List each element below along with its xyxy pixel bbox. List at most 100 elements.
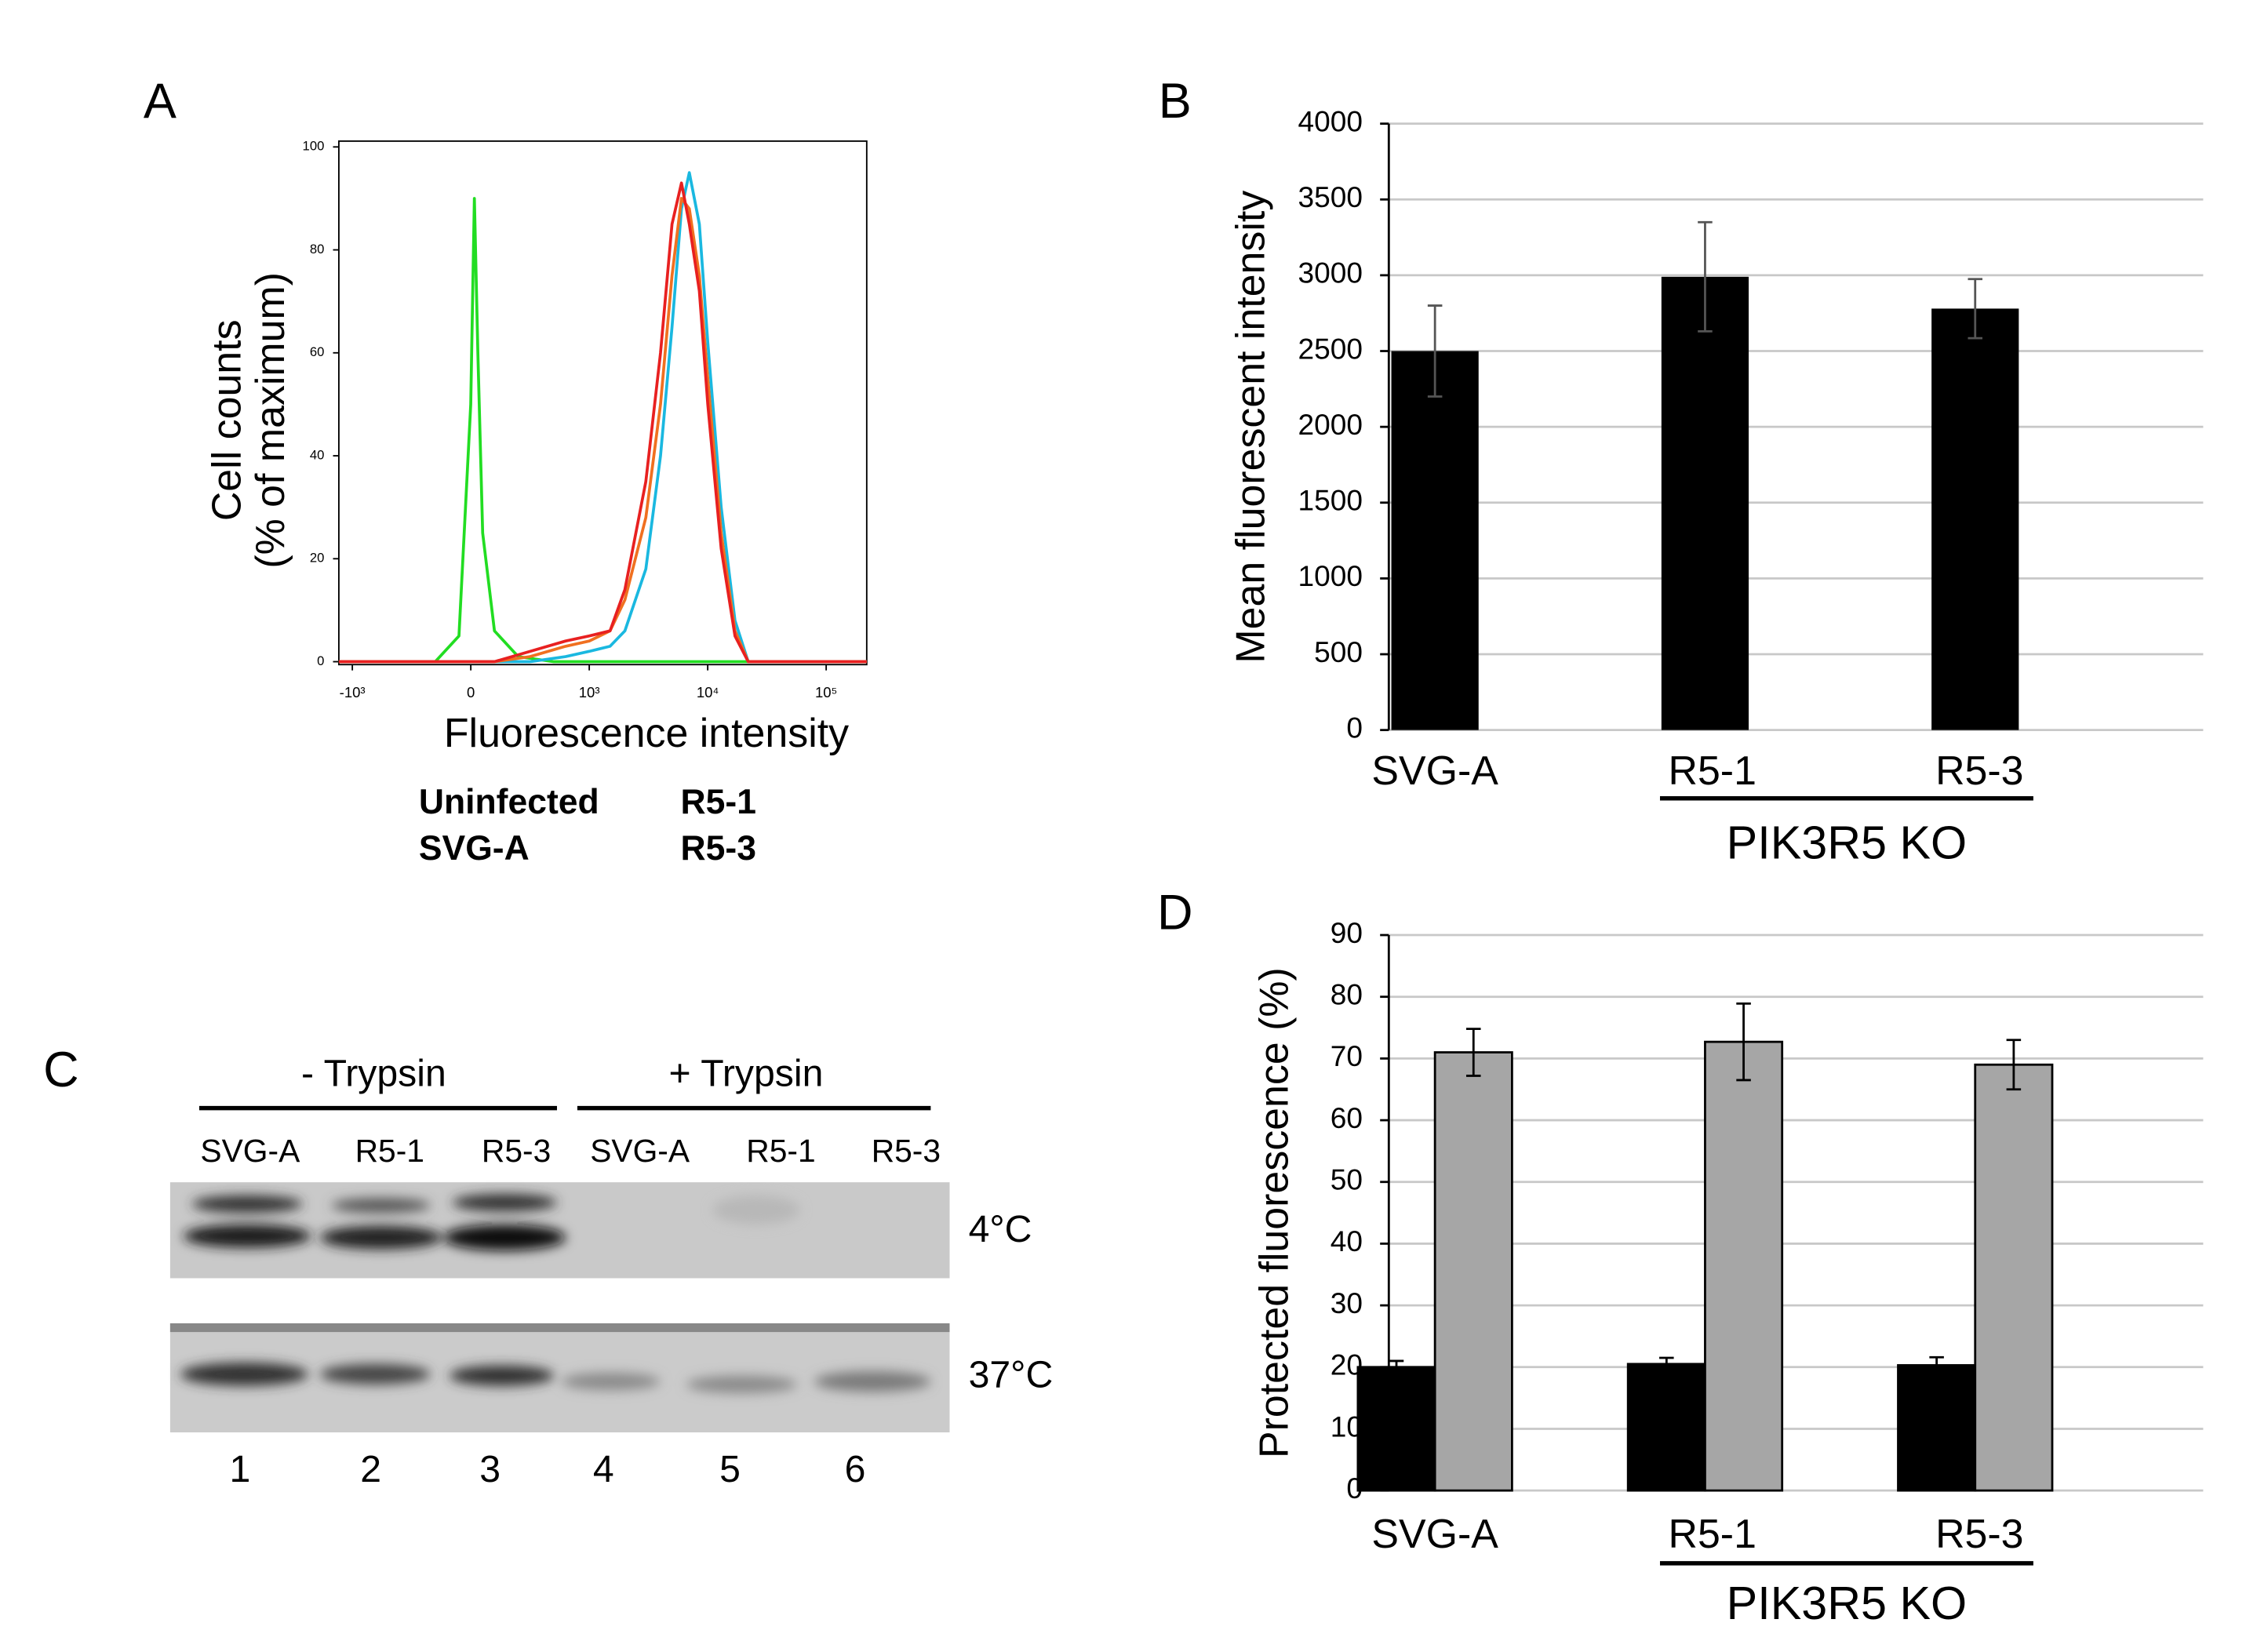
x-axis-label: Fluorescence intensity [444,710,849,755]
lane-number: 2 [360,1448,381,1490]
y-tick-label: 1500 [1298,484,1362,517]
lane-number: 1 [229,1448,250,1490]
blot-edge [169,1323,950,1333]
y-tick-label: 60 [1331,1101,1363,1134]
error-bar [1465,1028,1481,1077]
y-tick-label: 3500 [1298,180,1362,213]
x-tick-label: SVG-A [1371,748,1498,793]
legend-label: SVG-A [419,829,530,868]
x-tick-label: R5-3 [1935,1511,2023,1556]
band [686,1375,797,1393]
lane-label: R5-3 [482,1133,551,1169]
lane-label: SVG-A [590,1133,690,1169]
y-tick-label: 100 [303,139,325,154]
panel-label: C [43,1043,79,1097]
x-tick-label: -10³ [340,684,366,700]
band [449,1365,555,1386]
y-tick-label: 500 [1314,635,1363,668]
blot-panel: C - Trypsin + Trypsin SVG-A R5-1 R5-3 SV… [43,1043,1053,1490]
y-tick-label: 50 [1331,1163,1363,1196]
group-label: PIK3R5 KO [1727,1577,1968,1629]
lane-label: R5-3 [872,1133,941,1169]
bands [183,1193,800,1251]
bar [1626,1363,1706,1492]
panel-label: A [144,74,177,129]
x-tick-label: 10⁵ [815,684,837,700]
lane-number: 6 [845,1448,866,1490]
x-tick-label: R5-3 [1935,748,2023,793]
y-tick-label: 30 [1331,1286,1363,1319]
y-axis-label: Mean fluorescent intensity [1228,191,1273,664]
lane-label: R5-1 [746,1133,815,1169]
y-axis-label: Protected fluorescence (%) [1250,967,1296,1458]
band [443,1224,566,1251]
band [180,1363,308,1386]
x-tick-label: 0 [467,684,475,700]
lane-number: 3 [479,1448,501,1490]
y-tick-label: 3000 [1298,257,1362,289]
error-bar [2006,1039,2022,1091]
legend-label: R5-3 [681,829,756,868]
bands [180,1363,931,1393]
y-tick-label: 0 [1346,711,1363,744]
band [331,1198,431,1214]
x-tick-label: R5-1 [1668,1511,1756,1556]
x-tick-label: 10³ [579,684,600,700]
bar [1704,1040,1784,1492]
y-tick-label: 90 [1331,916,1363,949]
lane-label: SVG-A [200,1133,300,1169]
error-bar [1389,1359,1404,1375]
panel-label: B [1159,74,1192,129]
y-tick-label: 40 [310,447,325,462]
y-tick-label: 60 [310,344,325,359]
x-tick-label: 10⁴ [697,684,719,700]
bar [1661,276,1749,730]
y-tick-label: 2000 [1298,408,1362,441]
x-tick-label: SVG-A [1371,1511,1498,1556]
error-bar [1698,220,1713,333]
band [191,1195,303,1214]
error-bar [1736,1002,1751,1082]
y-tick-label: 4000 [1298,104,1362,137]
error-bar [1929,1355,1944,1375]
row-label: 37°C [969,1353,1054,1395]
bar [1433,1051,1513,1492]
y-tick-label: 20 [310,551,325,566]
y-axis-label: Cell counts [204,319,249,521]
bar [1931,308,2019,730]
series-line [338,197,867,664]
row-label: 4°C [969,1208,1032,1250]
panel-label: D [1157,886,1193,941]
bar [1897,1364,1977,1492]
y-tick-label: 80 [310,242,325,257]
y-tick-label: 2500 [1298,332,1362,365]
bar [1356,1366,1436,1492]
band [183,1224,311,1248]
y-tick-label: 40 [1331,1224,1363,1257]
band [814,1371,931,1392]
y-tick-label: 1000 [1298,559,1362,592]
band [319,1363,431,1385]
lane-label: R5-1 [355,1133,424,1169]
band [319,1225,442,1250]
group-label: PIK3R5 KO [1727,817,1968,869]
lane-number: 4 [593,1448,614,1490]
band [452,1193,557,1212]
error-bar [1659,1356,1674,1372]
y-tick-label: 0 [317,653,324,668]
group-label: - Trypsin [301,1053,446,1095]
band [561,1373,661,1391]
legend-label: R5-1 [681,783,756,821]
y-axis-label: (% of maximum) [247,272,293,569]
error-bar [1427,304,1443,398]
legend-label: Uninfected [419,783,599,821]
error-bar [1968,278,1983,340]
plot-frame [337,140,868,666]
group-label: + Trypsin [669,1053,824,1095]
bar [1391,351,1479,730]
y-tick-label: 70 [1331,1039,1363,1072]
y-tick-label: 80 [1331,978,1363,1011]
band [712,1195,800,1224]
